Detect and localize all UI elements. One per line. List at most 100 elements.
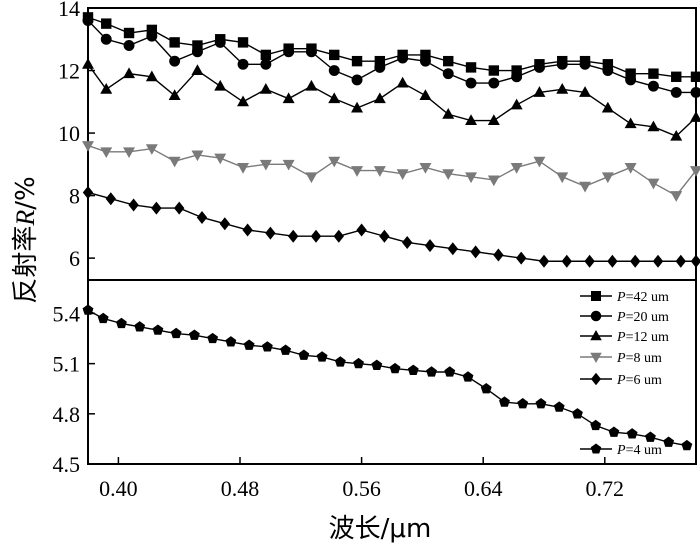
data-point xyxy=(572,408,583,419)
data-point xyxy=(351,74,363,86)
data-point xyxy=(152,324,164,335)
legend-label-value: =8 um xyxy=(626,351,662,366)
data-point xyxy=(487,175,500,187)
y-tick-label: 12 xyxy=(58,59,80,84)
bottom-y-axis: 4.5 4.8 5.1 5.4 xyxy=(53,301,95,477)
data-point xyxy=(443,55,454,67)
top-plot-area xyxy=(82,12,700,268)
legend-marker xyxy=(591,372,601,386)
x-tick-label: 0.64 xyxy=(464,476,503,501)
data-point xyxy=(442,169,455,180)
series-line xyxy=(87,309,688,447)
data-point xyxy=(556,83,569,94)
data-point xyxy=(644,431,656,442)
data-point xyxy=(280,344,292,355)
data-point xyxy=(310,229,322,243)
data-point xyxy=(647,120,660,132)
legend-item: P=8 um xyxy=(580,351,662,366)
legend-label-prefix: P xyxy=(616,373,626,388)
data-point xyxy=(626,428,638,439)
top-y-axis: 6 8 10 12 14 xyxy=(58,0,95,271)
data-point xyxy=(237,95,250,107)
series-line xyxy=(87,144,697,197)
data-point xyxy=(396,76,409,88)
data-point xyxy=(488,65,500,76)
data-point xyxy=(259,159,272,171)
data-point xyxy=(191,46,203,58)
data-point xyxy=(690,111,700,122)
data-point xyxy=(371,359,383,370)
data-point xyxy=(419,163,432,174)
data-point xyxy=(579,58,591,70)
legend-label-value: =4 um xyxy=(626,443,662,458)
data-point xyxy=(374,61,386,73)
data-point xyxy=(480,383,492,394)
data-point xyxy=(100,33,112,45)
data-point xyxy=(602,65,614,76)
data-point xyxy=(447,242,458,256)
data-point xyxy=(499,396,510,407)
data-point xyxy=(305,46,317,58)
data-point xyxy=(168,89,181,100)
data-point xyxy=(191,64,204,75)
data-point xyxy=(288,229,299,243)
data-point xyxy=(316,351,328,362)
legend-label-prefix: P xyxy=(616,290,626,305)
data-point xyxy=(237,58,249,70)
data-point xyxy=(579,181,592,193)
legend-label-value: =42 um xyxy=(626,290,669,305)
data-point xyxy=(465,77,477,89)
legend-item: P=42 um xyxy=(580,290,669,305)
data-point xyxy=(579,86,592,97)
data-point xyxy=(533,86,546,97)
data-point xyxy=(333,229,344,243)
data-point xyxy=(533,61,545,73)
data-point xyxy=(145,144,158,155)
data-point xyxy=(146,30,158,42)
data-point xyxy=(510,98,523,110)
legend-label-prefix: P xyxy=(616,443,626,458)
data-point xyxy=(561,254,572,268)
data-point xyxy=(97,312,109,324)
data-point xyxy=(100,83,113,94)
data-point xyxy=(670,86,682,98)
data-point xyxy=(214,79,227,91)
data-point xyxy=(426,366,437,377)
legend-label-value: =6 um xyxy=(626,373,662,388)
data-point xyxy=(373,166,386,177)
legend-item: P=12 um xyxy=(580,330,669,345)
data-point xyxy=(82,141,94,152)
data-point xyxy=(690,254,700,268)
data-point xyxy=(671,71,682,82)
data-point xyxy=(123,27,135,39)
data-point xyxy=(535,398,547,409)
data-point xyxy=(188,329,200,340)
data-point xyxy=(590,419,602,431)
data-point xyxy=(584,254,595,268)
series-line xyxy=(87,191,696,262)
data-point xyxy=(169,37,180,48)
y-tick-label: 5.1 xyxy=(53,352,81,377)
data-point xyxy=(690,71,700,82)
data-point xyxy=(196,210,208,224)
data-point xyxy=(305,79,318,91)
data-point xyxy=(328,92,341,104)
data-point xyxy=(647,80,659,92)
legend-label-prefix: P xyxy=(616,310,626,325)
y-axis-title: 反射率R/% xyxy=(11,176,41,303)
data-point xyxy=(407,364,419,375)
x-tick-label: 0.48 xyxy=(221,476,260,501)
legend-label-prefix: P xyxy=(616,330,626,345)
data-point xyxy=(608,426,620,437)
data-point xyxy=(420,49,431,61)
data-point xyxy=(647,178,660,190)
data-point xyxy=(690,166,700,177)
data-point xyxy=(219,217,230,231)
legend-label: P=12 um xyxy=(616,330,669,345)
data-point xyxy=(100,147,113,159)
data-point xyxy=(169,55,181,67)
series-p-20-um xyxy=(82,15,700,98)
data-point xyxy=(442,108,455,119)
data-point xyxy=(259,83,272,94)
data-point xyxy=(82,185,94,199)
